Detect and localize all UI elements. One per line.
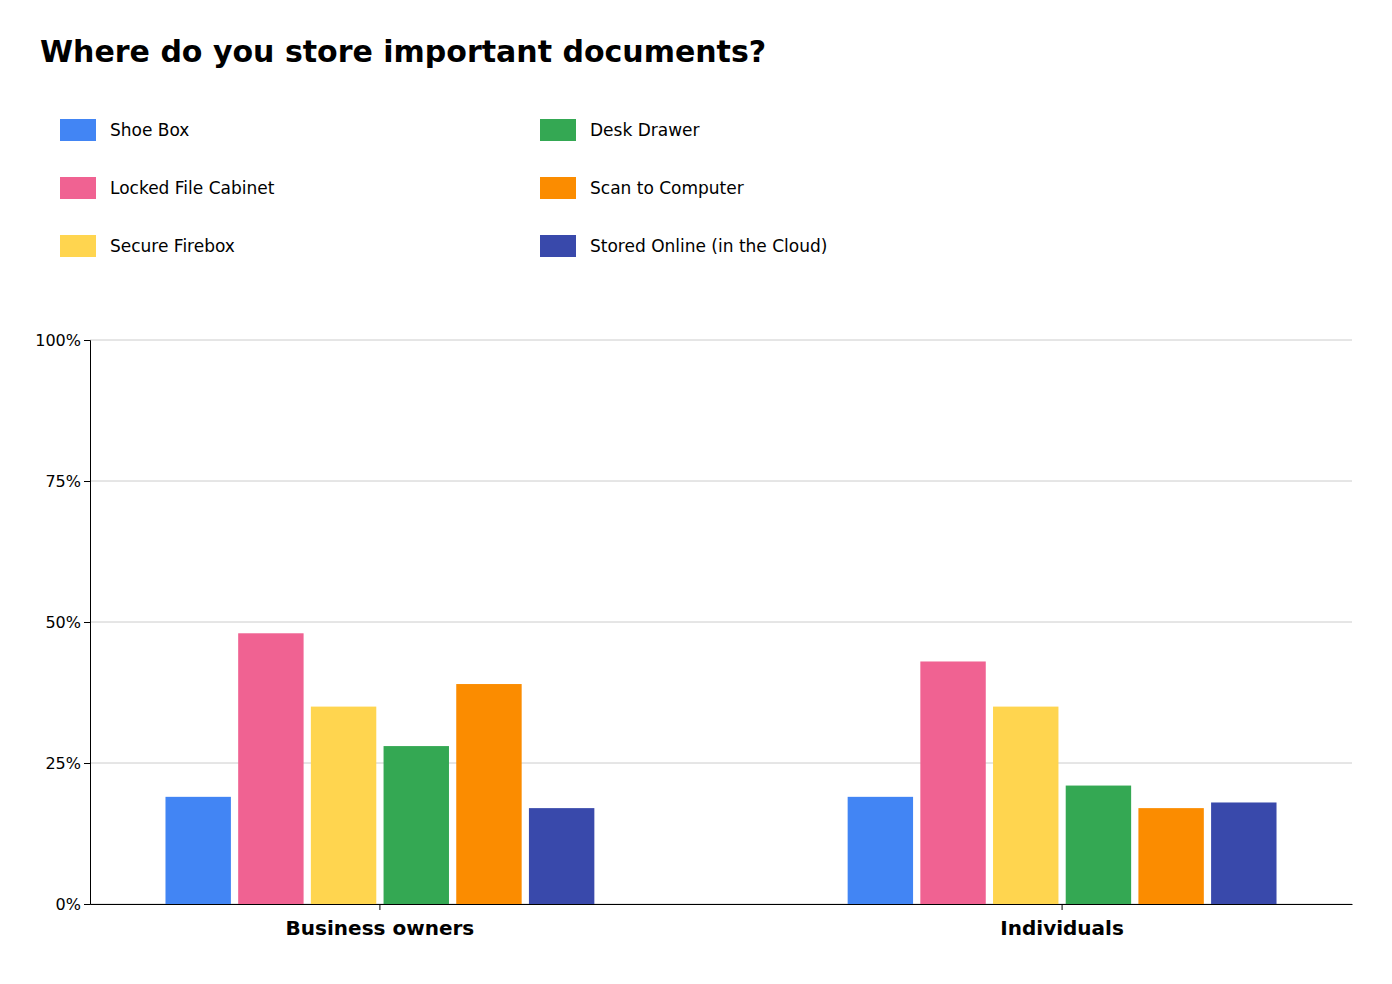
y-tick-label: 25%	[45, 754, 81, 773]
y-tick: 100%	[35, 331, 90, 350]
y-tick-mark	[84, 904, 90, 905]
legend-item: Scan to Computer	[540, 177, 744, 199]
grid	[90, 340, 1352, 904]
bar	[1211, 802, 1276, 904]
y-tick-mark	[84, 481, 90, 482]
legend-item: Secure Firebox	[60, 235, 235, 257]
legend-item: Stored Online (in the Cloud)	[540, 235, 827, 257]
bar	[920, 661, 985, 904]
x-axis: Business owners Individuals	[91, 904, 1353, 940]
bar-series	[238, 633, 986, 904]
legend-label: Stored Online (in the Cloud)	[590, 236, 827, 256]
y-tick: 50%	[45, 613, 90, 632]
legend-label: Shoe Box	[110, 120, 189, 140]
grid-line	[90, 340, 1352, 341]
legend-item: Locked File Cabinet	[60, 177, 275, 199]
bar	[311, 707, 376, 904]
x-tick: Individuals	[1000, 904, 1124, 940]
legend-label: Locked File Cabinet	[110, 178, 275, 198]
legend-label: Desk Drawer	[590, 120, 700, 140]
bar	[165, 797, 230, 904]
legend-label: Secure Firebox	[110, 236, 235, 256]
legend-swatch	[60, 119, 96, 141]
grid-line	[90, 622, 1352, 623]
bar-series	[311, 707, 1059, 904]
y-tick-label: 0%	[56, 895, 81, 914]
y-axis-line	[84, 341, 91, 905]
bar-series	[529, 802, 1277, 904]
x-tick: Business owners	[286, 904, 475, 940]
bars	[165, 633, 1276, 904]
x-axis-line	[91, 904, 1353, 905]
y-tick-mark	[84, 340, 90, 341]
x-tick-mark	[1062, 904, 1063, 910]
bar	[1138, 808, 1203, 904]
title: Where do you store important documents?	[40, 34, 766, 69]
chart: Where do you store important documents? S…	[0, 0, 1392, 984]
x-tick-mark	[379, 904, 380, 910]
bar	[848, 797, 913, 904]
y-tick: 75%	[45, 472, 90, 491]
legend-item: Desk Drawer	[540, 119, 700, 141]
y-tick-label: 75%	[45, 472, 81, 491]
bar	[529, 808, 594, 904]
plot: 0% 25% 50% 75% 100% Business owners Individual…	[35, 331, 1352, 940]
legend-swatch	[540, 177, 576, 199]
y-tick-label: 100%	[35, 331, 81, 350]
bar	[238, 633, 303, 904]
grid-line	[90, 481, 1352, 482]
bar	[456, 684, 521, 904]
legend-swatch	[60, 235, 96, 257]
y-tick-label: 50%	[45, 613, 81, 632]
legend-swatch	[540, 235, 576, 257]
legend-swatch	[540, 119, 576, 141]
legend-item: Shoe Box	[60, 119, 189, 141]
y-axis: 0% 25% 50% 75% 100%	[35, 331, 90, 914]
legend-swatch	[60, 177, 96, 199]
y-tick: 0%	[56, 895, 90, 914]
bar	[384, 746, 449, 904]
legend: Shoe Box Locked File Cabinet Secure Firebo…	[60, 119, 827, 257]
y-tick-mark	[84, 763, 90, 764]
y-tick-mark	[84, 622, 90, 623]
x-tick-label: Business owners	[286, 916, 475, 940]
bar	[1066, 786, 1131, 904]
bar-series	[456, 684, 1204, 904]
legend-label: Scan to Computer	[590, 178, 744, 198]
y-tick: 25%	[45, 754, 90, 773]
x-tick-label: Individuals	[1000, 916, 1124, 940]
bar	[993, 707, 1058, 904]
